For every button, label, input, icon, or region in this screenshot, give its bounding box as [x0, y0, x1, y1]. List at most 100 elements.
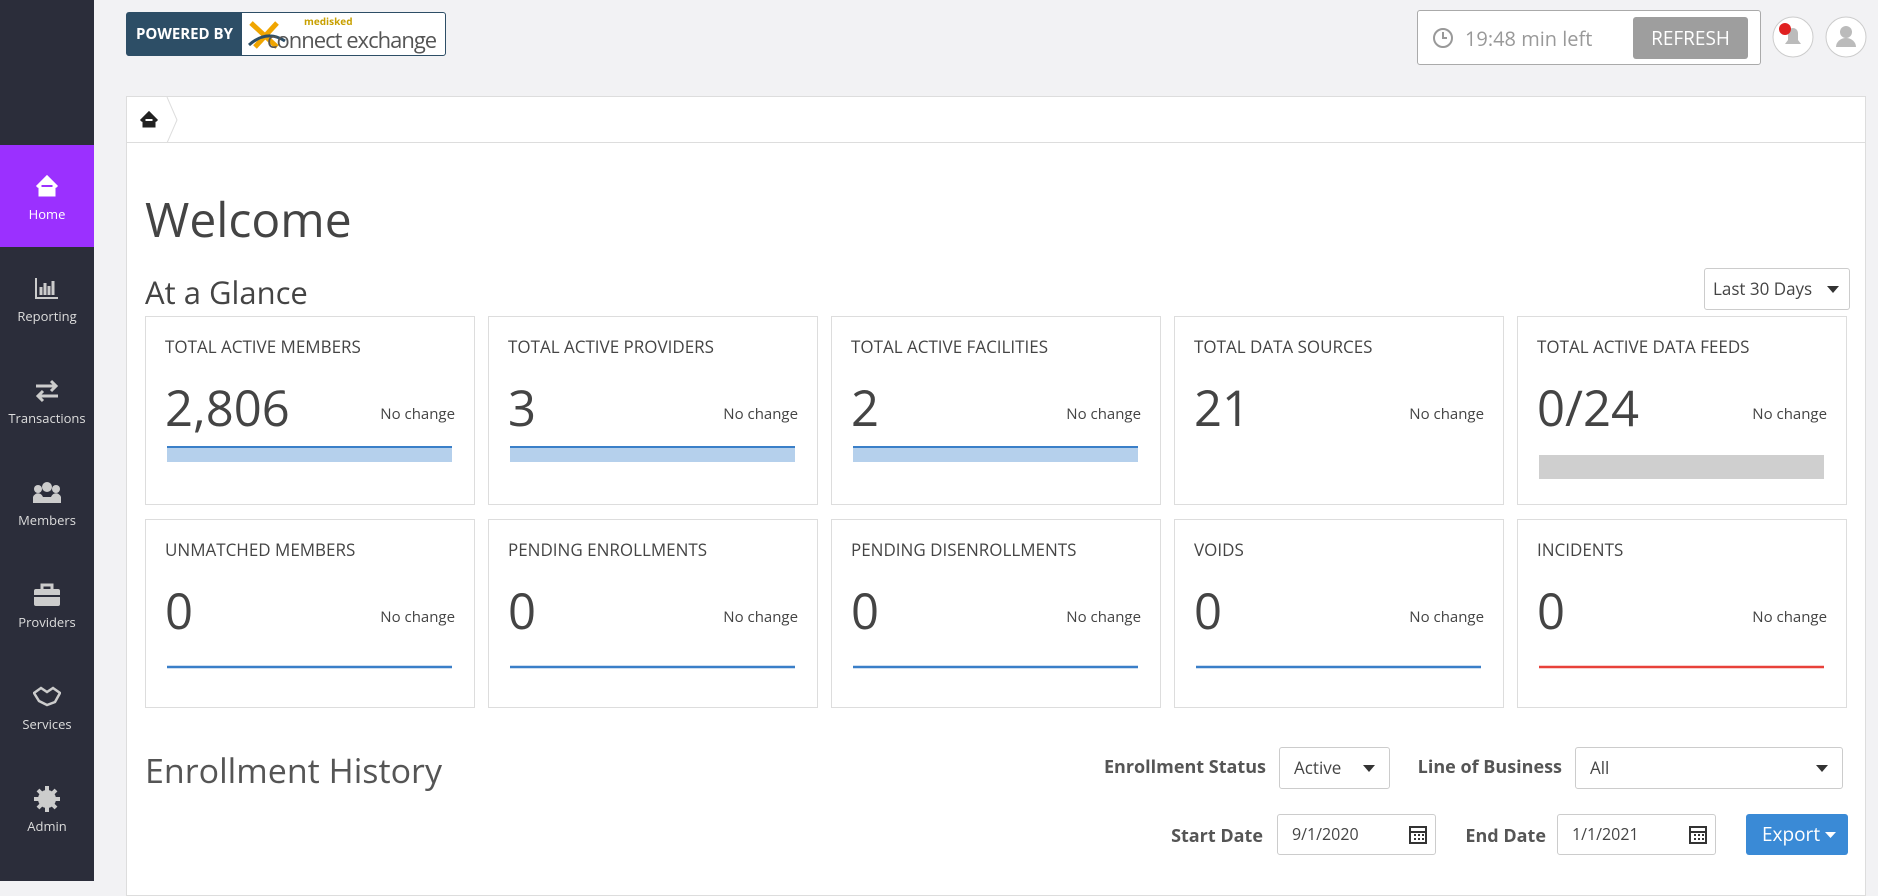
logo-text: connect exchange [267, 25, 437, 55]
stat-card: TOTAL ACTIVE PROVIDERS 3 No change [488, 316, 818, 505]
page-title: Welcome [145, 187, 352, 252]
sparkline-graphic [853, 446, 1138, 462]
lob-label: Line of Business [1417, 755, 1562, 779]
caret [1816, 765, 1828, 772]
nav-item[interactable]: Admin [0, 757, 94, 859]
nav-item[interactable]: Members [0, 451, 94, 553]
sparkline-graphic [1196, 665, 1481, 669]
stat-card: TOTAL DATA SOURCES 21 No change [1174, 316, 1504, 505]
powered-by: POWERED BY [127, 13, 242, 55]
breadcrumb [127, 97, 1865, 143]
start-text: 9/1/2020 [1292, 823, 1359, 845]
caret [1827, 286, 1839, 293]
sparkline [510, 445, 795, 486]
lob-text: All [1590, 756, 1610, 779]
nav-icon [33, 686, 61, 707]
sparkline [853, 445, 1138, 486]
card-change: No change [1066, 607, 1141, 627]
status-select[interactable]: Active [1279, 747, 1390, 789]
stat-card: TOTAL ACTIVE MEMBERS 2,806 No change [145, 316, 475, 505]
start-input[interactable]: 9/1/2020 [1277, 814, 1436, 855]
nav-label: Reporting [17, 307, 77, 325]
logo: POWERED BY medisked connect exchange [126, 12, 446, 56]
sparkline [1539, 663, 1824, 704]
card-change: No change [380, 607, 455, 627]
lob-select[interactable]: All [1575, 747, 1843, 789]
sidebar: Home Reporting Transactions Members Provider… [0, 0, 94, 881]
card-value: 3 [508, 375, 537, 441]
stat-card: VOIDS 0 No change [1174, 519, 1504, 708]
nav-icon [33, 482, 61, 503]
card-change: No change [1752, 404, 1827, 424]
card-change: No change [1066, 404, 1141, 424]
nav-icon [34, 786, 60, 812]
home-crumb[interactable] [127, 97, 187, 143]
nav-icon [35, 174, 59, 197]
range-select[interactable]: Last 30 Days [1704, 268, 1850, 310]
card-title: PENDING ENROLLMENTS [508, 538, 708, 561]
nav-icon [35, 278, 58, 299]
nav-icon [35, 379, 59, 403]
card-change: No change [723, 404, 798, 424]
nav-item[interactable]: Providers [0, 553, 94, 655]
sparkline-graphic [510, 446, 795, 462]
nav-label: Providers [18, 613, 76, 631]
notifications[interactable] [1771, 15, 1815, 59]
card-title: UNMATCHED MEMBERS [165, 538, 356, 561]
card-value: 0 [508, 578, 537, 644]
card-change: No change [1409, 607, 1484, 627]
card-title: TOTAL ACTIVE FACILITIES [851, 335, 1049, 358]
timer-text: 19:48 min left [1465, 25, 1593, 52]
stat-card: PENDING DISENROLLMENTS 0 No change [831, 519, 1161, 708]
range-text: Last 30 Days [1713, 277, 1813, 300]
card-title: TOTAL ACTIVE DATA FEEDS [1537, 335, 1750, 358]
export-text: Export [1762, 821, 1821, 847]
stat-card: PENDING ENROLLMENTS 0 No change [488, 519, 818, 708]
sparkline [167, 445, 452, 486]
sparkline [1196, 663, 1481, 704]
calendar-icon[interactable] [1409, 825, 1427, 844]
nav-item[interactable]: Home [0, 145, 94, 247]
nav-label: Home [28, 205, 66, 223]
stat-card: UNMATCHED MEMBERS 0 No change [145, 519, 475, 708]
status-text: Active [1294, 756, 1342, 779]
card-value: 0 [851, 578, 880, 644]
card-change: No change [1752, 607, 1827, 627]
card-title: PENDING DISENROLLMENTS [851, 538, 1077, 561]
nav-icon [34, 583, 60, 606]
card-value: 21 [1194, 375, 1251, 441]
card-title: TOTAL ACTIVE PROVIDERS [508, 335, 714, 358]
nav-label: Services [22, 715, 72, 733]
end-text: 1/1/2021 [1572, 823, 1639, 845]
nav-item[interactable]: Reporting [0, 247, 94, 349]
card-value: 0 [1537, 578, 1566, 644]
export-button[interactable]: Export [1746, 814, 1848, 855]
card-value: 2 [851, 375, 880, 441]
card-title: TOTAL ACTIVE MEMBERS [165, 335, 361, 358]
card-value: 0 [165, 578, 194, 644]
user-menu[interactable] [1824, 15, 1868, 59]
clock-icon [1433, 28, 1453, 48]
end-label: End Date [1465, 824, 1546, 848]
card-value: 2,806 [165, 375, 290, 441]
refresh-button[interactable]: REFRESH [1633, 17, 1748, 59]
stat-card: TOTAL ACTIVE DATA FEEDS 0/24 No change [1517, 316, 1847, 505]
section-title: At a Glance [145, 272, 308, 314]
caret [1825, 832, 1836, 838]
card-change: No change [723, 607, 798, 627]
card-change: No change [1409, 404, 1484, 424]
card-title: TOTAL DATA SOURCES [1194, 335, 1373, 358]
sparkline [167, 663, 452, 704]
nav-item[interactable]: Transactions [0, 349, 94, 451]
sparkline [853, 663, 1138, 704]
enrollment-title: Enrollment History [145, 747, 442, 793]
sparkline-graphic [853, 665, 1138, 669]
calendar-icon[interactable] [1689, 825, 1707, 844]
nav-label: Admin [27, 817, 67, 835]
nav-item[interactable]: Services [0, 655, 94, 757]
content-panel: Welcome At a Glance Last 30 Days TOTAL A… [126, 96, 1866, 896]
status-label: Enrollment Status [1103, 755, 1266, 779]
end-input[interactable]: 1/1/2021 [1557, 814, 1716, 855]
logo-mark [248, 21, 286, 49]
